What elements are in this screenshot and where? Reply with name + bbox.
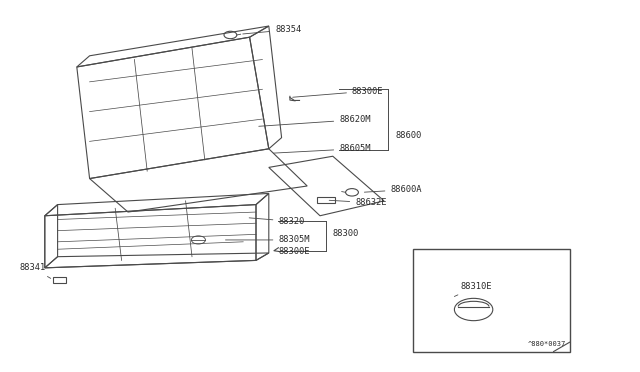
Bar — [53, 277, 66, 283]
Text: 88632E: 88632E — [329, 198, 387, 207]
Text: 88605M: 88605M — [273, 144, 371, 153]
Text: 88341: 88341 — [19, 263, 51, 278]
Text: 88300E: 88300E — [278, 247, 310, 256]
Text: 88354: 88354 — [243, 25, 301, 34]
Text: 88620M: 88620M — [259, 115, 371, 126]
Bar — [317, 197, 335, 203]
Text: 88305M: 88305M — [225, 235, 310, 244]
Bar — [413, 249, 570, 352]
Text: 88300: 88300 — [333, 229, 359, 238]
Text: ^880*0037: ^880*0037 — [528, 341, 566, 347]
Text: 88310E: 88310E — [454, 282, 492, 296]
Text: 88600A: 88600A — [364, 185, 422, 194]
Text: 88300E: 88300E — [292, 87, 383, 97]
Text: 88320: 88320 — [249, 217, 305, 226]
Text: 88600: 88600 — [396, 131, 422, 140]
